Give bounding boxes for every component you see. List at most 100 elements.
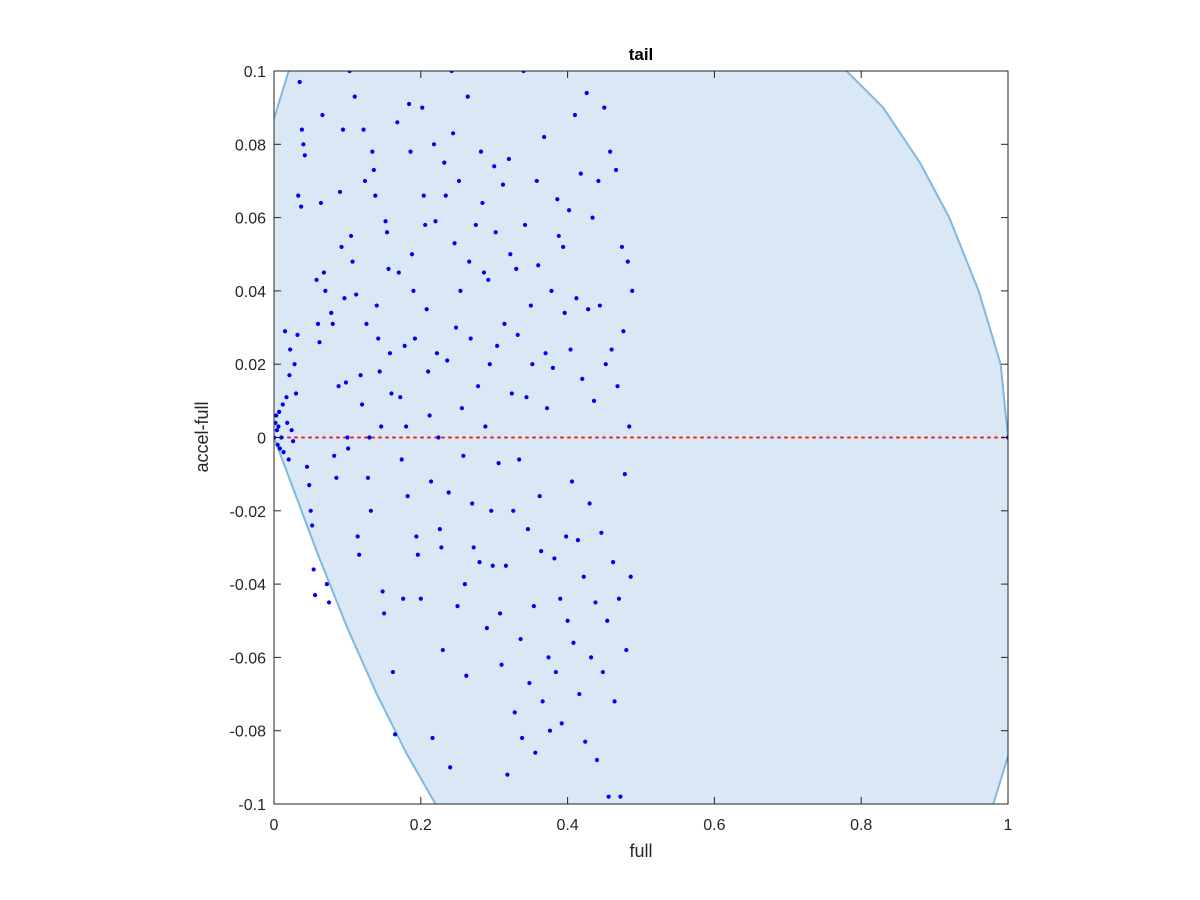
data-point — [558, 596, 563, 601]
data-point — [546, 655, 551, 660]
data-point — [458, 288, 463, 293]
data-point — [440, 647, 445, 653]
data-point — [337, 189, 343, 195]
data-point — [584, 90, 589, 96]
data-point — [467, 259, 472, 264]
data-point — [445, 358, 450, 363]
data-point — [348, 233, 354, 239]
data-point — [313, 592, 318, 598]
data-point — [299, 204, 304, 209]
data-point — [373, 193, 378, 198]
data-point — [519, 735, 525, 741]
data-point — [597, 303, 602, 308]
data-point — [437, 527, 442, 532]
data-point — [572, 112, 578, 118]
y-axis-label: accel-full — [192, 401, 212, 472]
data-point — [564, 534, 569, 539]
data-point — [296, 193, 301, 198]
data-point — [577, 691, 582, 697]
data-point — [555, 197, 560, 202]
data-point — [571, 640, 576, 645]
data-point — [528, 303, 534, 308]
data-point — [329, 310, 334, 315]
data-point — [380, 589, 385, 594]
data-point — [362, 178, 368, 184]
data-point — [367, 435, 372, 440]
data-point — [618, 794, 623, 799]
data-point — [453, 325, 459, 330]
data-point — [274, 420, 278, 425]
data-point — [281, 450, 286, 455]
data-point — [588, 655, 594, 660]
data-point — [612, 699, 617, 704]
y-tick-label: -0.06 — [230, 650, 267, 667]
region-edge-left-upper — [274, 71, 290, 119]
data-point — [450, 131, 456, 136]
data-point — [521, 71, 526, 74]
data-point — [506, 156, 511, 162]
data-point — [377, 369, 382, 374]
data-point — [575, 538, 580, 543]
y-tick-label: -0.02 — [230, 504, 267, 521]
data-point — [284, 395, 289, 400]
data-point — [517, 457, 522, 462]
data-point — [473, 222, 478, 228]
data-point — [295, 332, 300, 337]
data-point — [276, 424, 281, 429]
data-point — [424, 307, 429, 312]
data-point — [578, 171, 583, 176]
data-point — [371, 167, 376, 173]
data-point — [593, 600, 598, 605]
data-point — [514, 266, 519, 272]
data-point — [583, 739, 588, 744]
data-point — [624, 647, 629, 653]
data-point — [609, 347, 614, 352]
data-point — [449, 71, 454, 74]
data-point — [289, 428, 294, 433]
data-point — [345, 435, 350, 440]
data-point — [602, 105, 607, 110]
data-point — [559, 721, 564, 726]
data-point — [556, 233, 561, 239]
data-point — [352, 94, 357, 99]
data-point — [524, 395, 529, 400]
data-point — [480, 200, 485, 206]
data-point — [461, 453, 466, 458]
data-point — [308, 508, 313, 513]
data-point — [315, 321, 321, 326]
data-point — [502, 321, 507, 326]
data-point — [594, 757, 600, 763]
data-point — [358, 373, 363, 378]
data-point — [483, 424, 488, 429]
data-point — [495, 343, 500, 348]
data-point — [357, 552, 362, 557]
data-point — [553, 669, 558, 675]
data-point — [492, 164, 497, 169]
data-point — [301, 142, 306, 147]
data-point — [280, 402, 285, 407]
data-point — [468, 336, 473, 341]
data-point — [402, 343, 407, 348]
data-point — [420, 105, 425, 110]
data-point — [275, 442, 280, 447]
data-point — [590, 215, 595, 220]
data-point — [599, 530, 604, 535]
data-point — [292, 362, 297, 367]
data-point — [433, 219, 438, 224]
data-point — [497, 611, 503, 616]
data-point — [382, 611, 387, 616]
data-point — [330, 321, 335, 326]
y-tick-label: -0.1 — [238, 797, 266, 814]
data-point — [339, 244, 344, 250]
data-point — [346, 446, 351, 451]
data-point — [537, 494, 542, 499]
data-point — [452, 241, 457, 246]
x-axis-ticks: 0 0.2 0.4 0.6 0.8 1 — [270, 71, 1013, 834]
data-point — [354, 292, 359, 297]
data-point — [340, 127, 346, 132]
data-point — [574, 296, 579, 301]
data-point — [603, 362, 608, 367]
y-tick-label: 0.08 — [235, 137, 266, 154]
data-point — [277, 409, 282, 414]
data-point — [302, 153, 307, 158]
